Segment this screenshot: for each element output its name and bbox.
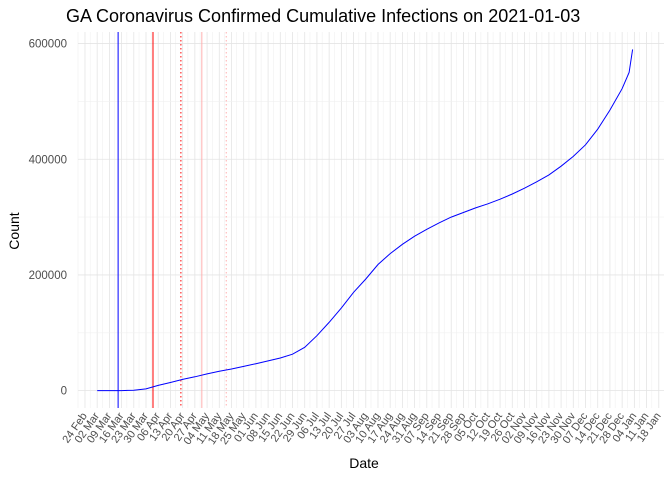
y-tick-label: 400000 bbox=[29, 154, 67, 166]
y-axis-title: Count bbox=[6, 212, 22, 249]
x-axis-title: Date bbox=[349, 455, 379, 471]
series-layer bbox=[97, 49, 634, 392]
y-tick-label: 0 bbox=[61, 386, 67, 398]
y-axis-ticks: 0 200000 400000 600000 bbox=[29, 39, 67, 398]
series-line bbox=[97, 49, 634, 392]
grid bbox=[77, 32, 664, 408]
chart-title: GA Coronavirus Confirmed Cumulative Infe… bbox=[66, 6, 580, 26]
reference-lines bbox=[117, 32, 227, 408]
y-tick-label: 600000 bbox=[29, 39, 67, 51]
y-tick-label: 200000 bbox=[29, 270, 67, 282]
